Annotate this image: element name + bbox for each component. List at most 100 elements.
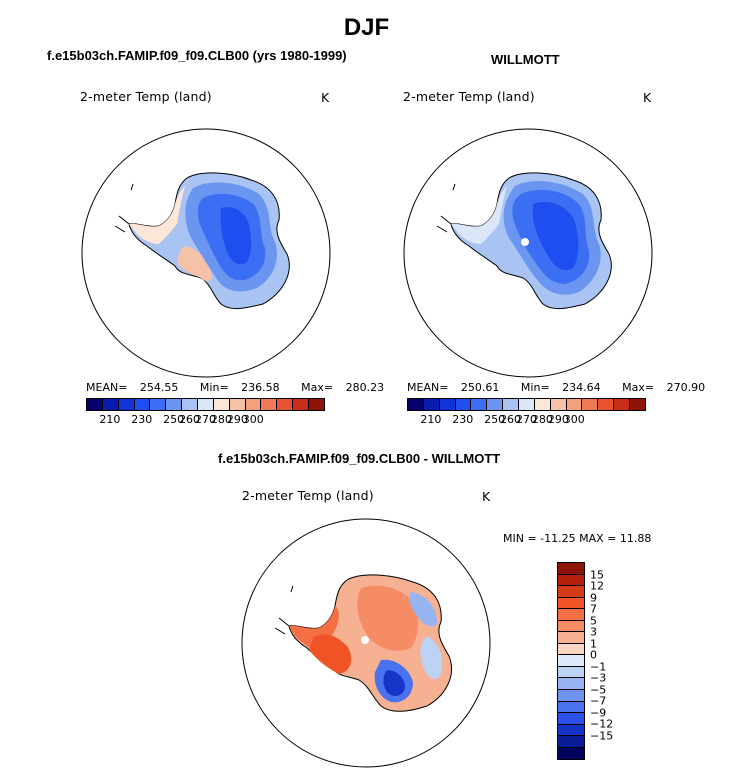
colorbar-swatch (558, 632, 584, 644)
obs-stats: MEAN= 250.61 Min= 234.64 Max= 270.90 (407, 381, 706, 394)
colorbar-swatch (558, 620, 584, 633)
colorbar-swatch (198, 399, 214, 410)
colorbar-swatch (558, 747, 584, 760)
colorbar-tick-label: 12 (590, 579, 604, 593)
obs-colorbar: 210 230 250 260 270 280 290 300 (407, 398, 646, 426)
colorbar-swatch (166, 399, 183, 410)
colorbar-tick-label: −1 (590, 660, 607, 674)
colorbar-swatch (558, 655, 584, 667)
colorbar-tick-label: 1 (590, 637, 597, 651)
colorbar-tick-label: 210 (420, 413, 442, 426)
colorbar-swatch (182, 399, 199, 410)
model-colorbar: 210 230 250 260 270 280 290 300 (86, 398, 325, 426)
model-antarctica-field (114, 172, 290, 310)
colorbar-tick-label: −9 (590, 706, 607, 720)
diff-variable-label: 2-meter Temp (land) (242, 488, 374, 503)
colorbar-swatch (598, 399, 615, 410)
model-polar-map (81, 128, 331, 378)
colorbar-tick-label: 3 (590, 625, 597, 639)
colorbar-swatch (558, 690, 584, 702)
model-units-label: K (321, 90, 330, 105)
model-variable-label: 2-meter Temp (land) (80, 89, 212, 104)
colorbar-swatch (630, 399, 645, 410)
colorbar-swatch (213, 399, 230, 410)
obs-panel-title: WILLMOTT (491, 52, 560, 67)
colorbar-swatch (408, 399, 424, 410)
colorbar-swatch (102, 399, 119, 410)
model-colorbar-ticks: 210 230 250 260 270 280 290 300 (86, 411, 325, 426)
colorbar-swatch (558, 666, 584, 679)
colorbar-swatch (558, 574, 584, 587)
colorbar-swatch (558, 586, 584, 598)
colorbar-swatch (614, 399, 631, 410)
colorbar-swatch (471, 399, 488, 410)
colorbar-swatch (558, 643, 584, 656)
colorbar-tick-label: −12 (590, 717, 614, 731)
colorbar-swatch (229, 399, 246, 410)
colorbar-tick-label: 280 (210, 413, 232, 426)
obs-polar-map (403, 128, 653, 378)
diff-polar-map (241, 518, 491, 768)
colorbar-swatch (309, 399, 324, 410)
colorbar-swatch (503, 399, 520, 410)
colorbar-swatch (150, 399, 167, 410)
colorbar-swatch (245, 399, 262, 410)
colorbar-swatch (277, 399, 294, 410)
colorbar-swatch (558, 678, 584, 691)
page-title: DJF (343, 14, 390, 41)
colorbar-tick-label: 290 (226, 413, 248, 426)
colorbar-tick-label: 270 (516, 413, 537, 426)
colorbar-swatch (558, 713, 584, 725)
colorbar-swatch (534, 399, 551, 410)
diff-colorbar-ticks: 15 12 9 7 5 3 1 0 −1 −3 −5 −7 −9 −12 −15 (590, 562, 630, 762)
colorbar-swatch (558, 597, 584, 610)
colorbar-swatch (261, 399, 278, 410)
colorbar-tick-label: 9 (590, 591, 597, 605)
colorbar-swatch (487, 399, 504, 410)
obs-colorbar-swatches (407, 398, 646, 411)
colorbar-tick-label: 250 (163, 413, 185, 426)
colorbar-tick-label: 230 (131, 413, 153, 426)
colorbar-swatch (423, 399, 440, 410)
colorbar-swatch (558, 563, 584, 575)
colorbar-tick-label: 290 (547, 413, 569, 426)
colorbar-swatch (558, 736, 584, 748)
colorbar-tick-label: 0 (590, 648, 597, 662)
colorbar-tick-label: 260 (179, 413, 201, 426)
colorbar-swatch (87, 399, 103, 410)
colorbar-tick-label: 300 (563, 413, 585, 426)
colorbar-swatch (293, 399, 310, 410)
colorbar-tick-label: 300 (242, 413, 264, 426)
obs-variable-label: 2-meter Temp (land) (403, 89, 535, 104)
diff-units-label: K (482, 489, 491, 504)
colorbar-swatch (118, 399, 135, 410)
colorbar-tick-label: 7 (590, 602, 597, 616)
colorbar-tick-label: −7 (590, 694, 607, 708)
colorbar-tick-label: 270 (195, 413, 216, 426)
obs-units-label: K (643, 90, 652, 105)
diff-colorbar-swatches (557, 562, 585, 761)
diff-minmax: MIN = -11.25 MAX = 11.88 (503, 532, 652, 545)
model-colorbar-swatches (86, 398, 325, 411)
colorbar-swatch (558, 724, 584, 737)
diff-antarctica-field (274, 574, 453, 712)
colorbar-swatch (558, 609, 584, 621)
obs-colorbar-ticks: 210 230 250 260 270 280 290 300 (407, 411, 646, 426)
model-panel-title: f.e15b03ch.FAMIP.f09_f09.CLB00 (yrs 1980… (47, 48, 347, 63)
diff-panel-title: f.e15b03ch.FAMIP.f09_f09.CLB00 - WILLMOT… (218, 451, 501, 466)
colorbar-swatch (550, 399, 567, 410)
colorbar-tick-label: 5 (590, 614, 597, 628)
colorbar-tick-label: −3 (590, 671, 607, 685)
colorbar-swatch (519, 399, 535, 410)
colorbar-tick-label: 230 (452, 413, 474, 426)
colorbar-swatch (558, 701, 584, 714)
colorbar-swatch (134, 399, 151, 410)
colorbar-tick-label: 260 (500, 413, 522, 426)
colorbar-swatch (566, 399, 583, 410)
colorbar-tick-label: −15 (590, 729, 614, 743)
model-stats: MEAN= 254.55 Min= 236.58 Max= 280.23 (86, 381, 385, 394)
colorbar-swatch (455, 399, 472, 410)
diff-colorbar (557, 562, 585, 761)
colorbar-swatch (439, 399, 456, 410)
colorbar-tick-label: 15 (590, 568, 604, 582)
